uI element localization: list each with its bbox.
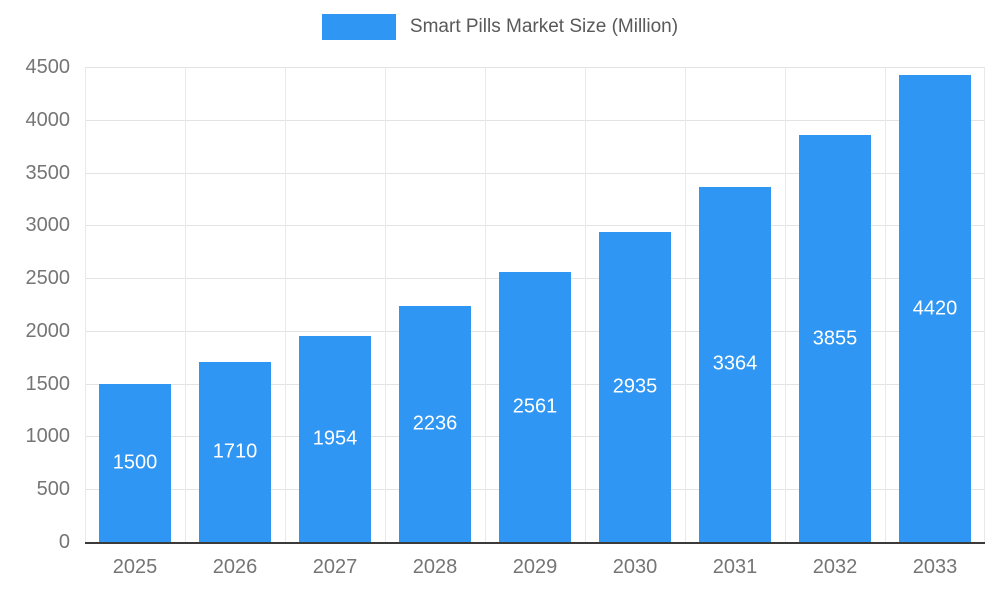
bar-value-label: 2935 — [612, 375, 658, 398]
bar: 1710 — [199, 361, 271, 542]
x-axis-label: 2030 — [612, 556, 658, 578]
y-axis-label: 500 — [36, 478, 70, 501]
x-axis-label: 2033 — [912, 556, 958, 578]
x-gridline — [185, 67, 186, 542]
y-gridline — [85, 67, 985, 68]
x-axis-label: 2027 — [312, 556, 358, 578]
x-axis-label: 2025 — [112, 556, 158, 578]
x-gridline — [285, 67, 286, 542]
x-gridline — [984, 67, 985, 542]
y-axis-label: 1000 — [25, 425, 71, 448]
bar-value-label: 1954 — [312, 427, 358, 450]
bar-value-label: 1500 — [112, 451, 158, 474]
legend-swatch-icon — [321, 14, 396, 40]
x-axis-label: 2031 — [712, 556, 758, 578]
x-gridline — [885, 67, 886, 542]
bar: 2935 — [599, 232, 671, 542]
bar-value-label: 3364 — [712, 352, 758, 375]
bar: 2561 — [499, 271, 571, 542]
x-axis-label: 2028 — [412, 556, 458, 578]
legend: Smart Pills Market Size (Million) — [0, 14, 1000, 40]
y-gridline — [85, 172, 985, 174]
bar: 4420 — [899, 75, 971, 542]
y-axis-label: 3000 — [25, 214, 71, 237]
bar-value-label: 4420 — [912, 297, 958, 320]
y-axis-label: 1500 — [25, 372, 71, 395]
bar: 2236 — [399, 305, 471, 542]
legend-label: Smart Pills Market Size (Million) — [409, 16, 679, 37]
bar: 1954 — [299, 335, 371, 542]
y-axis-label: 3500 — [25, 161, 71, 184]
x-gridline — [485, 67, 486, 542]
x-gridline — [785, 67, 786, 542]
bar-value-label: 1710 — [212, 440, 258, 463]
x-gridline — [585, 67, 586, 542]
bar: 3364 — [699, 186, 771, 542]
x-gridline — [385, 67, 386, 542]
y-gridline — [85, 119, 985, 121]
y-axis-label: 2500 — [25, 267, 71, 290]
bar: 3855 — [799, 135, 871, 542]
x-axis-label: 2029 — [512, 556, 558, 578]
y-axis-label: 4000 — [25, 108, 71, 131]
bar: 1500 — [99, 383, 171, 542]
bar-value-label: 2236 — [412, 412, 458, 435]
bar-value-label: 2561 — [512, 395, 558, 418]
x-gridline — [685, 67, 686, 542]
x-axis-label: 2026 — [212, 556, 258, 578]
plot-area: 1500 1710 1954 2236 2561 2935 3364 3855 4420 — [85, 67, 985, 544]
x-axis-label: 2032 — [812, 556, 858, 578]
y-axis-label: 0 — [58, 531, 70, 553]
y-axis-label: 4500 — [25, 56, 71, 78]
x-gridline — [85, 67, 86, 542]
y-gridline — [85, 225, 985, 227]
bar-value-label: 3855 — [812, 327, 858, 350]
y-axis-label: 2000 — [25, 319, 71, 342]
